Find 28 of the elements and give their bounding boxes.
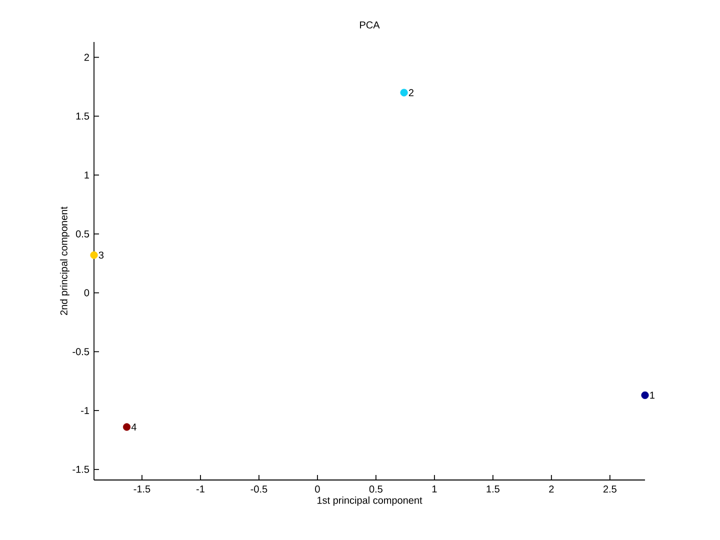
point [122, 423, 131, 431]
x-tick-label: -1.5 [134, 486, 150, 493]
y-tick-label: -1 [81, 407, 89, 414]
y-tick-label: 2 [84, 54, 89, 61]
x-tick-label: 2.5 [603, 486, 616, 493]
y-axis-title: 2nd principal component [60, 206, 70, 315]
x-tick-label: -1 [196, 486, 204, 492]
point [641, 391, 649, 400]
x-tick-label: 2 [549, 486, 554, 493]
y-tick-label: 0.5 [76, 230, 90, 238]
x-tick-label: 0 [315, 486, 320, 493]
annotation: 4 [131, 424, 136, 430]
x-tick-label: -0.5 [250, 486, 268, 493]
x-tick-label: 1 [432, 486, 437, 492]
annotation: 1 [650, 392, 654, 399]
y-tick-label: 1 [84, 172, 89, 178]
x-tick-label: 0.5 [369, 486, 382, 493]
y-tick-label: 0 [84, 289, 90, 296]
point [400, 88, 408, 96]
x-tick-label: 1.5 [486, 486, 500, 493]
annotation: 3 [98, 252, 104, 259]
y-tick-label: 1.5 [76, 112, 90, 120]
y-tick-label: -0.5 [72, 348, 90, 356]
x-axis-title: 1st principal component [317, 496, 422, 506]
point [90, 251, 98, 259]
y-tick-label: -1.5 [72, 466, 90, 473]
annotation: 2 [408, 89, 414, 96]
chart-title: PCA [360, 21, 380, 28]
